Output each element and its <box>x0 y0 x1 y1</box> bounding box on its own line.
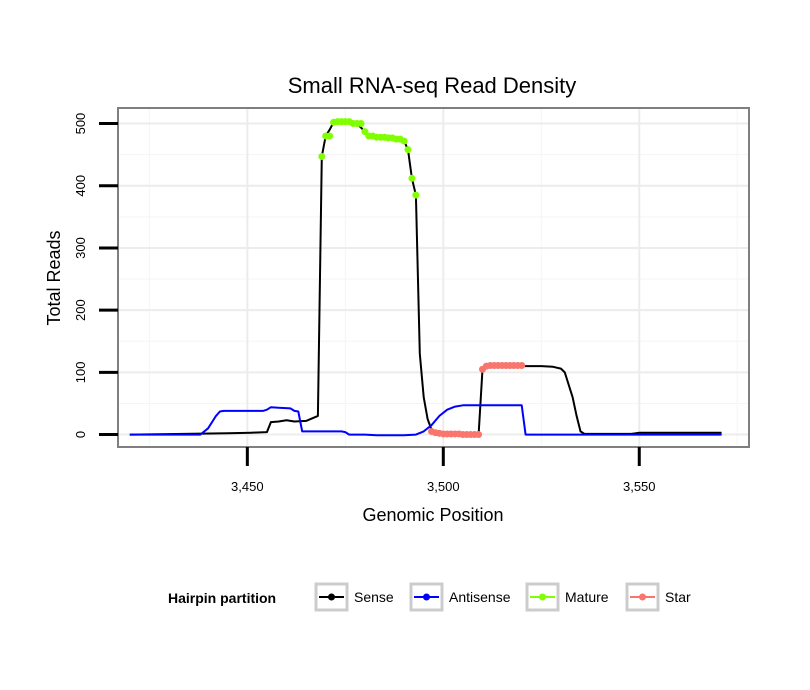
y-tick-label: 300 <box>73 237 88 259</box>
legend-key-dot <box>423 593 430 601</box>
legend-title: Hairpin partition <box>168 590 276 606</box>
x-axis-title: Genomic Position <box>362 505 503 525</box>
point-star <box>518 362 526 370</box>
point-mature <box>412 191 420 199</box>
y-tick-label: 200 <box>73 299 88 321</box>
series-line-antisense <box>129 404 722 437</box>
y-tick-label: 400 <box>73 175 88 197</box>
chart-title: Small RNA-seq Read Density <box>288 73 577 98</box>
legend-label-star: Star <box>665 589 691 605</box>
x-tick-label: 3,550 <box>623 479 656 494</box>
x-tick-label: 3,450 <box>231 479 264 494</box>
legend: Hairpin partition Sense Antisense Mature St… <box>168 582 691 612</box>
markers-layer <box>318 118 526 439</box>
point-mature <box>404 146 412 154</box>
series-layer <box>129 120 722 437</box>
y-tick-label: 100 <box>73 362 88 384</box>
plot-border <box>117 107 750 448</box>
legend-label-antisense: Antisense <box>449 589 511 605</box>
plot-area <box>117 107 750 448</box>
point-mature <box>400 137 408 145</box>
legend-key-dot <box>328 593 335 601</box>
plot-background <box>118 108 749 447</box>
y-axis: 0 100 200 300 400 500 <box>73 113 118 438</box>
point-mature <box>318 153 326 161</box>
y-tick-label: 0 <box>73 431 88 438</box>
point-star <box>475 431 483 439</box>
x-tick-label: 3,500 <box>427 479 460 494</box>
legend-key-dot <box>539 593 546 601</box>
legend-label-mature: Mature <box>565 589 609 605</box>
point-mature <box>326 132 334 140</box>
point-mature <box>357 120 365 128</box>
series-line-sense <box>129 120 722 436</box>
point-mature <box>408 174 416 182</box>
legend-key-dot <box>639 593 646 601</box>
legend-label-sense: Sense <box>354 589 394 605</box>
y-tick-label: 500 <box>73 113 88 135</box>
grid <box>118 108 749 447</box>
x-axis: 3,450 3,500 3,550 <box>231 447 656 494</box>
y-axis-title: Total Reads <box>44 230 64 325</box>
